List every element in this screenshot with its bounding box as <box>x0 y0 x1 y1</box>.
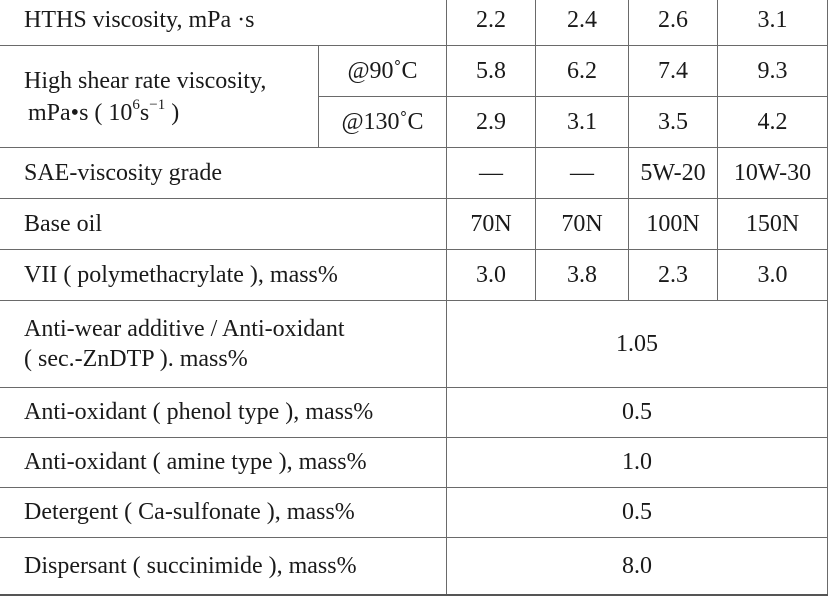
table-row: HTHS viscosity, mPa ·s 2.2 2.4 2.6 3.1 <box>0 0 828 46</box>
row-label-hths: HTHS viscosity, mPa ·s <box>0 0 447 46</box>
cell-value: 10W-30 <box>717 147 828 199</box>
cell-value: 5.8 <box>446 45 536 97</box>
condition-label: @90˚C <box>318 45 447 97</box>
condition-label: @130˚C <box>318 96 447 148</box>
cell-value: 3.1 <box>535 96 629 148</box>
cell-value: 9.3 <box>717 45 828 97</box>
row-label-base-oil: Base oil <box>0 198 447 250</box>
cell-value: 2.3 <box>628 249 718 301</box>
cell-value: 0.5 <box>446 387 828 438</box>
row-label-phenol: Anti-oxidant ( phenol type ), mass% <box>0 387 447 438</box>
cell-value: 3.5 <box>628 96 718 148</box>
cell-value: 0.5 <box>446 487 828 538</box>
cell-value: 3.1 <box>717 0 828 46</box>
table-row: SAE-viscosity grade — — 5W-20 10W-30 <box>0 147 828 199</box>
table-row: VII ( polymethacrylate ), mass% 3.0 3.8 … <box>0 249 828 301</box>
cell-value: 8.0 <box>446 537 828 596</box>
cell-value: 1.05 <box>446 300 828 388</box>
cell-value: 150N <box>717 198 828 250</box>
row-label-dispersant: Dispersant ( succinimide ), mass% <box>0 537 447 596</box>
cell-value: 2.2 <box>446 0 536 46</box>
table-row: Anti-oxidant ( amine type ), mass% 1.0 <box>0 437 828 488</box>
row-label-high-shear: High shear rate viscosity, mPa•s ( 106s−… <box>0 45 319 148</box>
cell-value: 7.4 <box>628 45 718 97</box>
table-row: Anti-wear additive / Anti-oxidant ( sec.… <box>0 300 828 388</box>
cell-value: — <box>446 147 536 199</box>
cell-value: 5W-20 <box>628 147 718 199</box>
cell-value: 2.6 <box>628 0 718 46</box>
cell-value: 1.0 <box>446 437 828 488</box>
table-row: Detergent ( Ca-sulfonate ), mass% 0.5 <box>0 487 828 538</box>
cell-value: 2.9 <box>446 96 536 148</box>
row-label-detergent: Detergent ( Ca-sulfonate ), mass% <box>0 487 447 538</box>
cell-value: — <box>535 147 629 199</box>
cell-value: 70N <box>446 198 536 250</box>
row-label-antiwear: Anti-wear additive / Anti-oxidant ( sec.… <box>0 300 447 388</box>
cell-value: 4.2 <box>717 96 828 148</box>
dot-glyph: • <box>70 99 80 126</box>
cell-value: 6.2 <box>535 45 629 97</box>
table-row: Base oil 70N 70N 100N 150N <box>0 198 828 250</box>
cell-value: 100N <box>628 198 718 250</box>
table-row: Anti-oxidant ( phenol type ), mass% 0.5 <box>0 387 828 438</box>
row-label-amine: Anti-oxidant ( amine type ), mass% <box>0 437 447 488</box>
row-label-vii: VII ( polymethacrylate ), mass% <box>0 249 447 301</box>
table-row: Dispersant ( succinimide ), mass% 8.0 <box>0 537 828 596</box>
table-row: High shear rate viscosity, mPa•s ( 106s−… <box>0 45 828 148</box>
cell-value: 3.8 <box>535 249 629 301</box>
cell-value: 2.4 <box>535 0 629 46</box>
row-label-sae: SAE-viscosity grade <box>0 147 447 199</box>
cell-value: 3.0 <box>446 249 536 301</box>
cell-value: 70N <box>535 198 629 250</box>
cell-value: 3.0 <box>717 249 828 301</box>
